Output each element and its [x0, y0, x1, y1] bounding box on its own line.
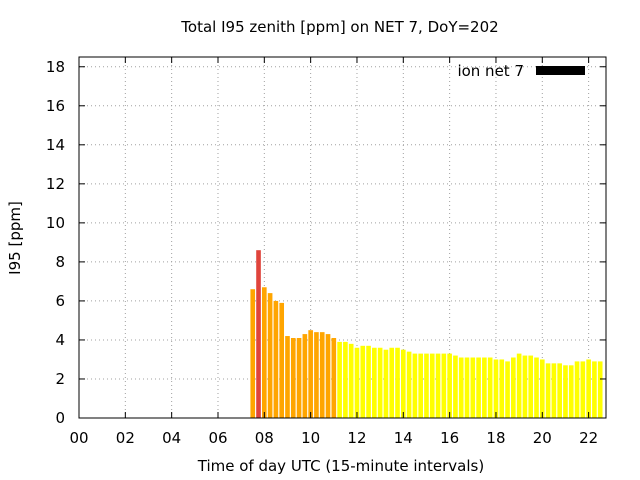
bar — [429, 353, 435, 418]
bar — [383, 349, 389, 418]
x-tick-label: 04 — [162, 429, 181, 447]
bar — [516, 353, 522, 418]
bar — [296, 337, 302, 418]
bar — [453, 355, 458, 418]
bar — [563, 365, 568, 418]
x-tick-label: 12 — [347, 429, 366, 447]
bar — [424, 353, 429, 418]
bar — [400, 349, 406, 418]
bar — [389, 347, 395, 418]
bar — [447, 353, 452, 418]
bar — [545, 363, 551, 418]
bar — [464, 357, 470, 418]
y-tick-label: 8 — [55, 253, 65, 271]
bar — [574, 361, 580, 418]
bar — [406, 351, 412, 418]
x-tick-label: 18 — [486, 429, 505, 447]
bar — [279, 302, 285, 418]
bar — [441, 353, 447, 418]
bar — [290, 337, 296, 418]
x-tick-label: 14 — [394, 429, 413, 447]
bar — [354, 347, 360, 418]
bar — [360, 345, 366, 418]
x-tick-label: 22 — [579, 429, 598, 447]
y-tick-label: 2 — [55, 370, 65, 388]
x-tick-label: 08 — [255, 429, 274, 447]
bar — [302, 334, 308, 418]
x-axis-label: Time of day UTC (15-minute intervals) — [197, 457, 484, 475]
bar — [372, 347, 377, 418]
plot-frame — [78, 56, 607, 419]
bar — [534, 357, 539, 418]
bar — [586, 359, 591, 418]
x-tick-label: 20 — [533, 429, 552, 447]
bars — [250, 250, 603, 418]
bar — [319, 332, 325, 418]
legend-swatch — [536, 66, 585, 75]
bar — [412, 353, 418, 418]
bar — [551, 363, 557, 418]
bar — [511, 357, 516, 418]
bar — [597, 361, 603, 418]
bar — [458, 357, 464, 418]
bar — [267, 293, 273, 418]
x-tick-label: 06 — [208, 429, 227, 447]
y-tick-label: 16 — [46, 97, 65, 115]
y-tick-label: 6 — [55, 292, 65, 310]
y-axis-label: I95 [ppm] — [6, 201, 24, 275]
bar — [592, 361, 597, 418]
bar — [395, 347, 400, 418]
bar — [580, 361, 586, 418]
bar — [505, 361, 510, 418]
bar — [366, 345, 371, 418]
y-tick-label: 10 — [46, 214, 65, 232]
bar — [337, 341, 342, 418]
y-tick-label: 18 — [46, 58, 65, 76]
y-tick-label: 0 — [55, 409, 65, 427]
bar — [435, 353, 441, 418]
bar — [539, 359, 545, 418]
bar — [470, 357, 476, 418]
bar — [262, 287, 267, 418]
grid — [79, 57, 606, 418]
bar — [343, 341, 348, 418]
x-tick-label: 10 — [301, 429, 320, 447]
bar — [273, 300, 279, 418]
bar — [325, 334, 331, 418]
bar — [557, 363, 562, 418]
bar — [493, 359, 499, 418]
bar — [250, 289, 256, 418]
bar — [418, 353, 423, 418]
bar — [348, 343, 354, 418]
x-tick-label: 16 — [440, 429, 459, 447]
bar — [285, 336, 290, 418]
bar — [377, 347, 383, 418]
bar — [314, 332, 319, 418]
bar — [568, 365, 574, 418]
bar — [308, 330, 313, 418]
legend-label: ion net 7 — [457, 62, 524, 80]
y-tick-label: 14 — [46, 136, 65, 154]
bar — [482, 357, 487, 418]
y-tick-label: 4 — [55, 331, 65, 349]
bar — [476, 357, 481, 418]
bar — [256, 250, 261, 418]
x-tick-label: 00 — [69, 429, 88, 447]
bar — [487, 357, 493, 418]
y-tick-label: 12 — [46, 175, 65, 193]
bar — [522, 355, 528, 418]
legend: ion net 7 — [457, 62, 585, 80]
bar — [499, 359, 505, 418]
bar — [331, 337, 337, 418]
bar — [528, 355, 534, 418]
chart-title: Total I95 zenith [ppm] on NET 7, DoY=202 — [180, 18, 498, 36]
x-tick-label: 02 — [116, 429, 135, 447]
